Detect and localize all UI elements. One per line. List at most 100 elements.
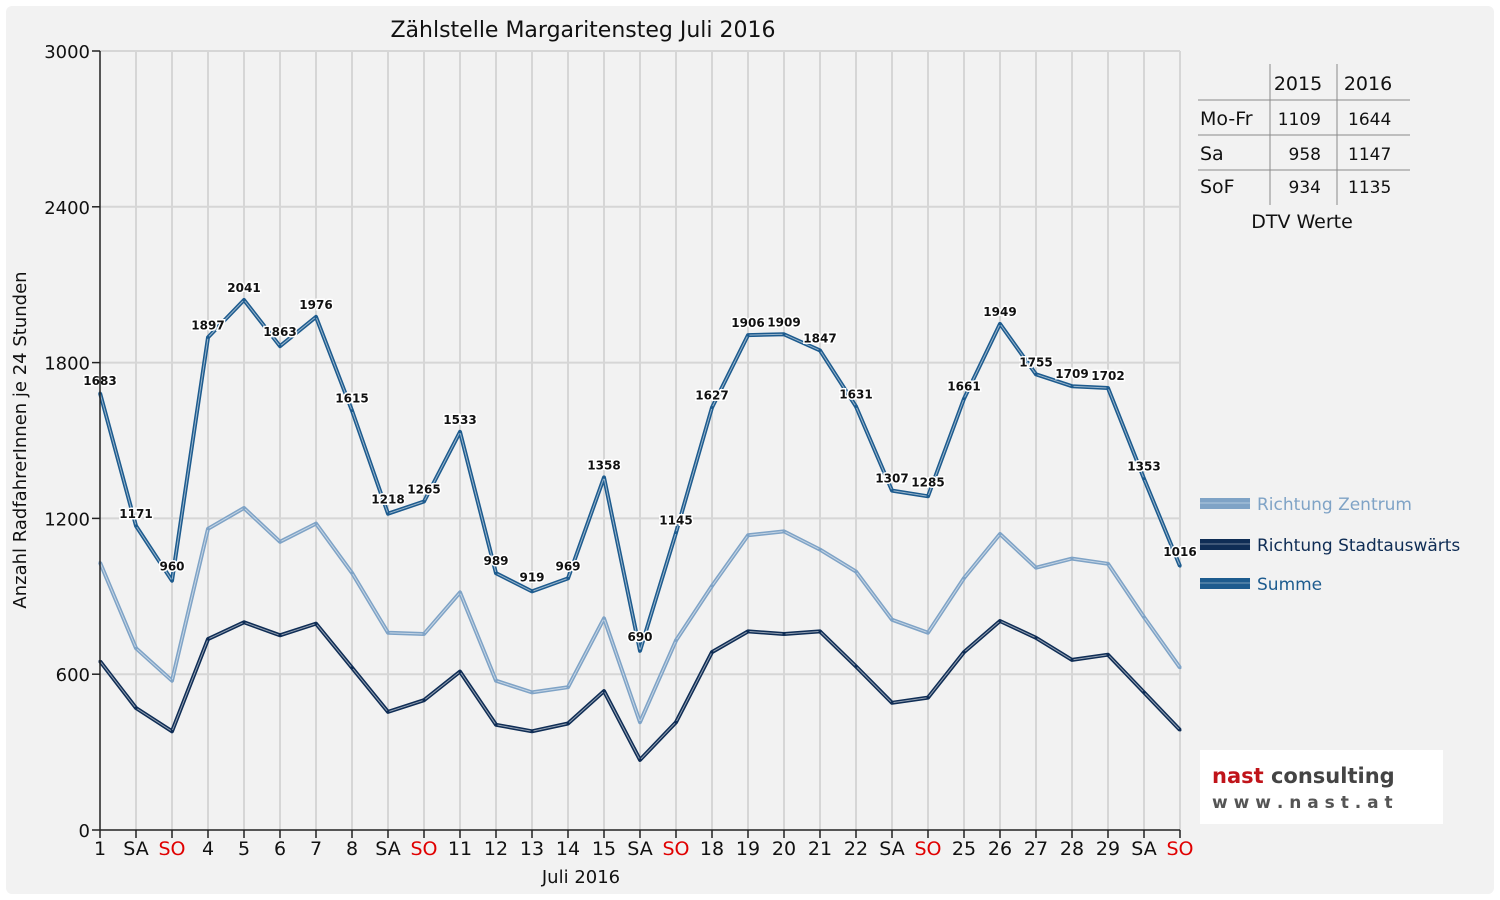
- data-point: [1142, 477, 1146, 481]
- data-point: [350, 571, 354, 575]
- x-tick-label: 14: [556, 838, 580, 860]
- data-point: [926, 631, 930, 635]
- data-label: 989: [483, 554, 508, 568]
- data-point: [206, 527, 210, 531]
- data-point: [998, 532, 1002, 536]
- logo-url: w w w . n a s t . a t: [1212, 793, 1393, 813]
- data-point: [134, 646, 138, 650]
- data-label: 1265: [407, 483, 440, 497]
- x-tick-label: 18: [700, 838, 724, 860]
- data-point: [314, 315, 318, 319]
- data-point: [890, 489, 894, 493]
- y-tick-label: 3000: [44, 42, 90, 63]
- data-label: 1709: [1055, 367, 1088, 381]
- legend-label: Richtung Stadtauswärts: [1257, 536, 1460, 556]
- x-tick-label: 20: [772, 838, 796, 860]
- x-tick-label: SO: [158, 838, 185, 860]
- data-point: [350, 409, 354, 413]
- dtv-table-caption: DTV Werte: [1251, 211, 1353, 233]
- data-point: [206, 637, 210, 641]
- y-tick-label: 0: [79, 821, 90, 842]
- data-point: [746, 533, 750, 537]
- data-point: [386, 710, 390, 714]
- legend-swatch: [1200, 578, 1250, 589]
- data-point: [818, 548, 822, 552]
- data-label: 969: [555, 559, 580, 573]
- data-point: [1070, 658, 1074, 662]
- data-point: [1034, 566, 1038, 570]
- legend-swatch: [1200, 539, 1250, 550]
- data-point: [566, 576, 570, 580]
- data-point: [998, 322, 1002, 326]
- data-point: [602, 689, 606, 693]
- data-point: [854, 404, 858, 408]
- data-point: [242, 506, 246, 510]
- data-point: [530, 729, 534, 733]
- dtv-header-2015: 2015: [1274, 73, 1322, 95]
- x-tick-label: SO: [662, 838, 689, 860]
- data-point: [602, 616, 606, 620]
- data-point: [710, 584, 714, 588]
- logo-nast: nast: [1212, 764, 1264, 788]
- data-label: 1949: [983, 305, 1016, 319]
- dtv-row-label: Sa: [1200, 143, 1224, 165]
- logo-consulting: consulting: [1264, 764, 1395, 788]
- data-point: [170, 679, 174, 683]
- logo: nast consulting w w w . n a s t . a t: [1200, 750, 1443, 824]
- data-point: [422, 500, 426, 504]
- data-point: [530, 589, 534, 593]
- data-label: 1533: [443, 413, 476, 427]
- data-point: [566, 685, 570, 689]
- gridlines: [100, 50, 1181, 830]
- x-tick-label: 1: [94, 838, 106, 860]
- chart-title: Zählstelle Margaritensteg Juli 2016: [390, 18, 775, 43]
- data-label: 2041: [227, 281, 260, 295]
- data-point: [314, 522, 318, 526]
- data-label: 690: [627, 630, 652, 644]
- x-tick-label: 19: [736, 838, 760, 860]
- x-tick-label: SO: [914, 838, 941, 860]
- dtv-cell: 1109: [1278, 110, 1321, 130]
- data-label: 1631: [839, 387, 872, 401]
- data-point: [674, 531, 678, 535]
- data-point: [890, 618, 894, 622]
- data-point: [782, 529, 786, 533]
- x-tick-label: SO: [1166, 838, 1193, 860]
- y-tick-label: 600: [56, 665, 90, 686]
- data-point: [782, 332, 786, 336]
- data-point: [782, 632, 786, 636]
- data-point: [278, 344, 282, 348]
- data-point: [1034, 372, 1038, 376]
- data-point: [1106, 386, 1110, 390]
- x-tick-label: 12: [484, 838, 508, 860]
- data-point: [926, 494, 930, 498]
- data-point: [1178, 666, 1182, 670]
- x-tick-label: 26: [988, 838, 1012, 860]
- data-label: 1976: [299, 298, 332, 312]
- logo-box: [1200, 750, 1443, 824]
- x-tick-label: SA: [627, 838, 652, 860]
- data-label: 1218: [371, 493, 404, 507]
- dtv-header-2016: 2016: [1344, 73, 1392, 95]
- x-tick-label: 28: [1060, 838, 1084, 860]
- data-point: [1070, 384, 1074, 388]
- x-tick-label: SA: [879, 838, 904, 860]
- data-point: [638, 649, 642, 653]
- data-point: [710, 406, 714, 410]
- data-point: [494, 571, 498, 575]
- data-point: [458, 670, 462, 674]
- data-point: [1178, 564, 1182, 568]
- dtv-cell: 958: [1289, 145, 1321, 165]
- data-point: [962, 397, 966, 401]
- data-point: [566, 722, 570, 726]
- data-point: [818, 629, 822, 633]
- logo-wordmark: nast consulting: [1212, 764, 1395, 788]
- data-point: [602, 475, 606, 479]
- x-axis-ticks: 1 SA SO 4 5 6 7 8 SA SO 11 12 13 14 15 SA SO 18 19 20 21 22 SA…: [94, 830, 1194, 860]
- x-tick-label: SA: [123, 838, 148, 860]
- series-layer: [98, 298, 1182, 762]
- data-point: [494, 679, 498, 683]
- x-tick-label: SA: [1131, 838, 1156, 860]
- data-point: [386, 512, 390, 516]
- dtv-cell: 934: [1289, 178, 1321, 198]
